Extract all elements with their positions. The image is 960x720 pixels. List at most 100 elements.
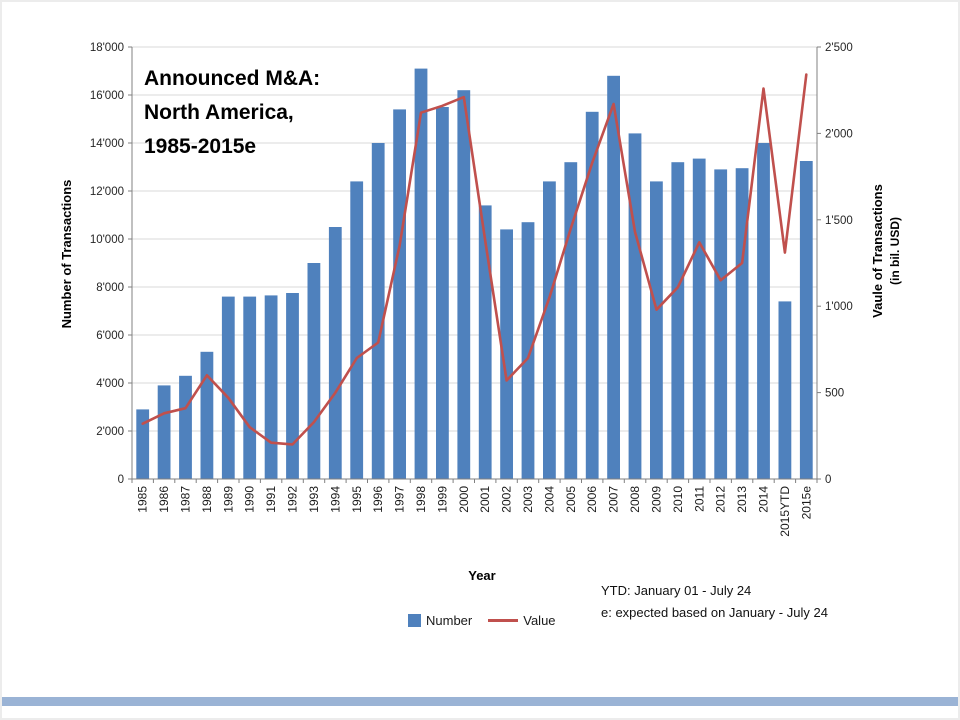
x-tick-label-1996: 1996 <box>371 486 385 513</box>
x-tick-label-1992: 1992 <box>286 486 300 513</box>
bar-2008 <box>628 133 642 479</box>
chart-title-line2: North America, <box>144 101 294 124</box>
left-tick-label: 2'000 <box>96 426 124 438</box>
bar-2011 <box>692 158 706 479</box>
x-tick-label-2002: 2002 <box>500 486 514 513</box>
bar-1998 <box>414 68 428 479</box>
bar-2010 <box>671 162 685 479</box>
x-tick-label-2013: 2013 <box>735 486 749 513</box>
left-tick-label: 0 <box>118 474 124 486</box>
left-axis-title: Number of Transactions <box>59 179 74 329</box>
x-tick-label-1999: 1999 <box>435 486 449 513</box>
bar-2006 <box>585 111 599 480</box>
x-tick-label-1987: 1987 <box>179 486 193 513</box>
bar-2000 <box>457 90 471 479</box>
bar-1996 <box>371 143 385 479</box>
x-tick-label-2000: 2000 <box>457 486 471 513</box>
note-expected: e: expected based on January - July 24 <box>601 605 828 620</box>
x-tick-label-2005: 2005 <box>564 486 578 513</box>
bar-1992 <box>286 293 299 479</box>
bar-2001 <box>478 205 492 479</box>
bar-1994 <box>328 227 342 479</box>
slide-footer-accent <box>2 697 958 706</box>
x-tick-label-2007: 2007 <box>607 486 621 513</box>
left-tick-label: 14'000 <box>90 138 124 150</box>
x-tick-label-1995: 1995 <box>350 486 364 513</box>
x-tick-label-2004: 2004 <box>542 486 556 513</box>
x-tick-label-2012: 2012 <box>714 486 728 513</box>
right-axis-title-sub: (in bil. USD) <box>888 217 902 285</box>
right-tick-label: 0 <box>825 474 831 486</box>
x-tick-label-1993: 1993 <box>307 486 321 513</box>
bar-2014 <box>757 143 770 479</box>
bar-1988 <box>200 351 214 479</box>
right-tick-label: 1'500 <box>825 215 853 227</box>
bar-2005 <box>564 162 578 479</box>
bar-1995 <box>350 181 364 479</box>
note-ytd: YTD: January 01 - July 24 <box>601 583 752 598</box>
right-axis-title-main: Vaule of Transactions <box>870 184 885 318</box>
x-tick-label-2011: 2011 <box>692 486 706 512</box>
chart-legend: Number Value <box>408 613 556 628</box>
chart-title: Announced M&A: North America, 1985-2015e <box>144 62 320 164</box>
bar-1985 <box>136 409 150 479</box>
chart-title-line1: Announced M&A: <box>144 67 321 90</box>
bar-1990 <box>243 296 257 479</box>
bar-1991 <box>264 295 278 479</box>
x-tick-label-2006: 2006 <box>585 486 599 513</box>
legend-item-value: Value <box>488 613 556 628</box>
x-tick-label-2003: 2003 <box>521 486 535 513</box>
x-tick-label-1990: 1990 <box>243 486 257 513</box>
left-tick-label: 10'000 <box>90 234 124 246</box>
x-tick-label-2001: 2001 <box>478 486 492 513</box>
bar-2009 <box>650 181 663 479</box>
left-tick-label: 8'000 <box>96 282 124 294</box>
legend-item-number: Number <box>408 613 472 628</box>
legend-number-swatch <box>408 614 421 627</box>
x-tick-label-1985: 1985 <box>136 486 150 513</box>
x-tick-label-1989: 1989 <box>221 486 235 513</box>
x-axis-title: Year <box>468 568 496 583</box>
x-tick-label-1986: 1986 <box>157 486 171 513</box>
chart-title-line3: 1985-2015e <box>144 135 257 158</box>
left-tick-label: 12'000 <box>90 186 124 198</box>
bar-2015YTD <box>778 301 792 479</box>
chart-notes: YTD: January 01 - July 24 e: expected ba… <box>601 580 828 624</box>
bar-2012 <box>714 169 728 479</box>
legend-value-label: Value <box>523 613 556 628</box>
right-tick-label: 500 <box>825 388 844 400</box>
bar-2007 <box>607 75 620 480</box>
x-tick-label-2010: 2010 <box>671 486 685 513</box>
bar-1989 <box>221 296 235 479</box>
x-tick-label-1988: 1988 <box>200 486 214 513</box>
x-tick-label-1991: 1991 <box>264 486 278 513</box>
left-tick-label: 16'000 <box>90 90 124 102</box>
left-tick-label: 6'000 <box>96 330 124 342</box>
x-tick-label-1998: 1998 <box>414 486 428 513</box>
bar-2002 <box>500 229 513 479</box>
x-tick-label-2015e: 2015e <box>799 486 813 520</box>
bar-1986 <box>157 385 171 479</box>
x-tick-label-1997: 1997 <box>393 486 407 513</box>
bar-2015e <box>799 161 813 479</box>
left-tick-label: 4'000 <box>96 378 124 390</box>
x-tick-label-2014: 2014 <box>757 486 771 513</box>
right-tick-label: 2'500 <box>825 42 853 54</box>
bar-2003 <box>521 222 535 479</box>
legend-number-label: Number <box>426 613 473 628</box>
bar-1987 <box>179 375 192 479</box>
legend-value-line-sample <box>488 619 519 622</box>
right-axis-title: Vaule of Transactions (in bil. USD) <box>869 101 903 401</box>
right-tick-label: 2'000 <box>825 128 853 140</box>
bar-1999 <box>436 107 449 479</box>
value-line <box>141 73 808 446</box>
bar-1997 <box>393 109 406 480</box>
x-tick-label-1994: 1994 <box>328 486 342 513</box>
x-tick-label-2015YTD: 2015YTD <box>778 486 792 537</box>
x-tick-label-2009: 2009 <box>650 486 664 513</box>
x-tick-label-2008: 2008 <box>628 486 642 513</box>
bar-1993 <box>307 263 321 479</box>
left-tick-label: 18'000 <box>90 42 124 54</box>
